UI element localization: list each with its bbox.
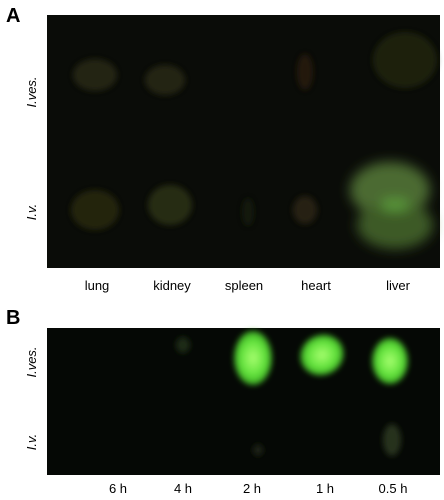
column-labels-b: 6 h 4 h 2 h 1 h 0.5 h	[109, 481, 408, 496]
column-label: 6 h	[109, 481, 127, 496]
image-panel-a	[47, 15, 440, 268]
column-label: 4 h	[174, 481, 192, 496]
image-panel-b	[47, 328, 440, 475]
panel-label: B	[6, 307, 20, 329]
column-label: 1 h	[316, 481, 334, 496]
column-label: kidney	[153, 278, 191, 293]
row-label: I.ves.	[24, 346, 39, 377]
column-label: lung	[85, 278, 110, 293]
column-labels-a: lung kidney spleen heart liver	[85, 278, 411, 293]
panel-label: A	[6, 5, 20, 27]
column-label: 2 h	[243, 481, 261, 496]
row-label: I.ves.	[24, 76, 39, 107]
column-label: spleen	[225, 278, 263, 293]
column-label: heart	[301, 278, 331, 293]
row-labels-a: I.ves. I.v.	[24, 76, 39, 220]
row-label: I.v.	[24, 204, 39, 220]
column-label: 0.5 h	[379, 481, 408, 496]
column-label: liver	[386, 278, 411, 293]
row-label: I.v.	[24, 434, 39, 450]
row-labels-b: I.ves. I.v.	[24, 346, 39, 450]
